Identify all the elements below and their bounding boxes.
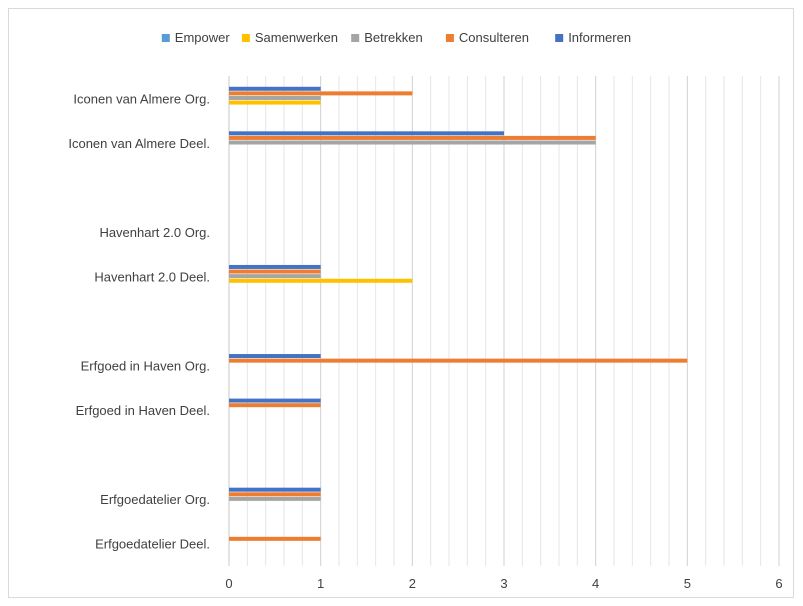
- bar-consulteren: [229, 536, 321, 541]
- bar-betrekken: [229, 274, 321, 279]
- legend-label-empower: Empower: [175, 30, 231, 45]
- bar-betrekken: [229, 496, 321, 501]
- category-label: Erfgoedatelier Org.: [100, 492, 210, 507]
- bar-consulteren: [229, 358, 688, 363]
- bar-consulteren: [229, 403, 321, 408]
- x-tick-label: 5: [684, 576, 691, 591]
- category-label: Erfgoed in Haven Deel.: [76, 403, 210, 418]
- bar-informeren: [229, 131, 504, 136]
- bar-informeren: [229, 86, 321, 91]
- bar-informeren: [229, 264, 321, 269]
- bar-consulteren: [229, 91, 413, 96]
- category-label: Erfgoed in Haven Org.: [81, 359, 210, 374]
- x-tick-label: 6: [775, 576, 782, 591]
- legend-swatch-betrekken: [351, 34, 360, 42]
- x-tick-label: 4: [592, 576, 599, 591]
- bar-consulteren: [229, 492, 321, 497]
- legend-label-samenwerken: Samenwerken: [255, 30, 338, 45]
- legend-label-informeren: Informeren: [568, 30, 631, 45]
- category-label: Havenhart 2.0 Deel.: [94, 269, 210, 284]
- bar-informeren: [229, 487, 321, 492]
- category-label: Iconen van Almere Deel.: [68, 136, 210, 151]
- legend-swatch-samenwerken: [241, 34, 250, 42]
- bar-samenwerken: [229, 100, 321, 105]
- category-label: Iconen van Almere Org.: [73, 91, 210, 106]
- legend-label-consulteren: Consulteren: [459, 30, 529, 45]
- legend-swatch-consulteren: [445, 34, 454, 42]
- category-label: Erfgoedatelier Deel.: [95, 537, 210, 552]
- x-tick-label: 1: [317, 576, 324, 591]
- legend-swatch-empower: [161, 34, 170, 42]
- legend-swatch-informeren: [555, 34, 564, 42]
- bar-betrekken: [229, 140, 596, 145]
- x-tick-label: 2: [409, 576, 416, 591]
- category-label: Havenhart 2.0 Org.: [99, 225, 210, 240]
- chart-frame: [8, 8, 794, 598]
- bar-samenwerken: [229, 278, 413, 283]
- x-tick-label: 3: [500, 576, 507, 591]
- x-tick-label: 0: [225, 576, 232, 591]
- bar-consulteren: [229, 269, 321, 274]
- bar-informeren: [229, 398, 321, 403]
- bar-informeren: [229, 354, 321, 359]
- legend-label-betrekken: Betrekken: [364, 30, 423, 45]
- bar-betrekken: [229, 95, 321, 100]
- bar-consulteren: [229, 135, 596, 140]
